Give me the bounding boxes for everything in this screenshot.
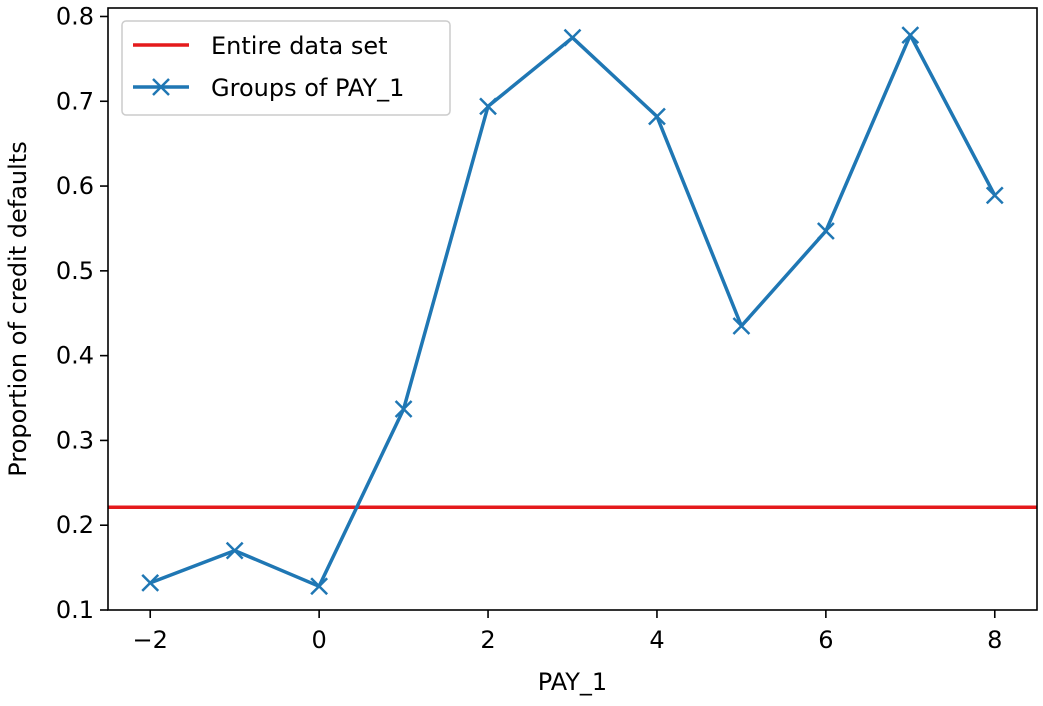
plot-frame [107,7,1038,611]
x-axis: −2 0 2 4 6 8 [133,610,1002,654]
data-point-marker [563,28,582,47]
legend-box [121,20,451,116]
x-tick-label: 0 [311,626,326,654]
data-point-marker [732,317,751,335]
data-point-marker [816,222,835,240]
legend-entry-groups-of-pay-1: Groups of PAY_1 [211,74,404,102]
x-axis-label: PAY_1 [538,668,607,696]
legend-marker-x-icon [152,78,170,96]
data-point-marker [310,577,329,596]
y-tick-label: 0.7 [56,87,94,115]
y-axis-label: Proportion of credit defaults [4,141,32,476]
data-point-marker [394,400,413,418]
y-tick-label: 0.2 [56,511,94,539]
y-tick-label: 0.6 [56,172,94,200]
data-point-marker [479,97,497,116]
x-tick-label: 8 [987,626,1002,654]
legend-entry-entire-data-set: Entire data set [211,32,388,60]
legend-x-marker [152,78,170,96]
y-tick-label: 0.5 [56,257,94,285]
x-tick-label: 2 [480,626,495,654]
series-line-groups-of-pay-1 [149,33,997,589]
y-axis: 0.1 0.2 0.3 0.4 0.5 0.6 0.7 0.8 [56,2,108,624]
y-tick-label: 0.4 [56,342,94,370]
y-tick-label: 0.8 [56,2,94,30]
data-point-marker [225,541,244,560]
legend: Entire data set Groups of PAY_1 [121,20,451,116]
x-tick-label: 4 [649,626,664,654]
x-tick-label: 6 [818,626,833,654]
data-point-marker [141,573,160,592]
x-tick-label: −2 [133,626,168,654]
data-point-marker [985,186,1004,205]
data-point-marker [648,107,666,126]
data-point-marker [901,26,920,45]
series-markers [141,26,1004,596]
y-tick-label: 0.1 [56,596,94,624]
y-tick-label: 0.3 [56,426,94,454]
